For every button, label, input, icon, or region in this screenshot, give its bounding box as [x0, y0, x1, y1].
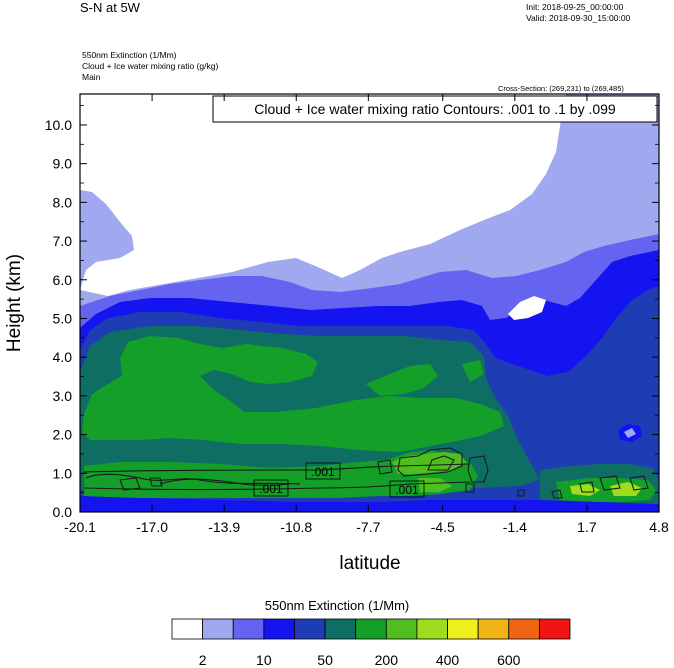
- y-tick-label: 6.0: [53, 272, 73, 288]
- colorbar: 2 10 50 200 400 600: [171, 618, 571, 668]
- colorbar-tick-label: 50: [317, 652, 333, 668]
- heatmap-field: [80, 94, 659, 512]
- y-tick-label: 2.0: [53, 427, 73, 443]
- variable-line-extinction: 550nm Extinction (1/Mm): [82, 50, 177, 60]
- colorbar-tick-label: 600: [497, 652, 521, 668]
- colorbar-swatch: [202, 618, 234, 640]
- y-tick-label: 4.0: [53, 349, 73, 365]
- cross-section-label: Cross-Section: (269,231) to (269,485): [498, 84, 624, 93]
- valid-time: Valid: 2018-09-30_15:00:00: [526, 13, 631, 23]
- colorbar-swatch: [477, 618, 510, 640]
- colorbar-swatch: [385, 618, 418, 640]
- y-tick-label: 1.0: [53, 465, 73, 481]
- x-axis-title: latitude: [339, 553, 400, 574]
- y-tick-label: 7.0: [53, 233, 73, 249]
- contour-labels: .001 .001 .001: [253, 462, 425, 498]
- x-tick-label: -10.8: [280, 519, 312, 535]
- contour-label: .001: [395, 483, 419, 497]
- colorbar-swatch: [324, 618, 357, 640]
- x-tick-label: 1.7: [577, 519, 597, 535]
- colorbar-swatch: [263, 618, 295, 640]
- plot-frame: [79, 93, 660, 513]
- init-time: Init: 2018-09-25_00:00:00: [526, 2, 624, 12]
- x-tick-label: 4.8: [649, 519, 669, 535]
- contour-info-box: [212, 95, 658, 123]
- x-tick-label: -13.9: [208, 519, 240, 535]
- y-tick-label: 3.0: [53, 388, 73, 404]
- variable-line-mixing-ratio: Cloud + Ice water mixing ratio (g/kg): [82, 61, 219, 71]
- y-tick-label: 10.0: [45, 117, 72, 133]
- colorbar-swatch: [171, 618, 204, 640]
- colorbar-swatch: [294, 618, 326, 640]
- y-tick-label: 5.0: [53, 310, 73, 326]
- x-tick-label: -1.4: [503, 519, 527, 535]
- x-tick-label: -17.0: [136, 519, 168, 535]
- y-tick-label: 9.0: [53, 156, 73, 172]
- colorbar-swatch: [416, 618, 448, 640]
- y-tick-label: 8.0: [53, 194, 73, 210]
- contour-info-text: Cloud + Ice water mixing ratio Contours:…: [254, 101, 616, 117]
- y-tick-label: 0.0: [53, 504, 73, 520]
- axes: -20.1 -17.0 -13.9 -10.8 -7.7 -4.5 -1.4 1.7 4.8 0.…: [45, 94, 669, 535]
- colorbar-swatch: [355, 618, 387, 640]
- x-tick-label: -4.5: [431, 519, 455, 535]
- x-tick-label: -7.7: [356, 519, 380, 535]
- colorbar-title: 550nm Extinction (1/Mm): [264, 598, 410, 613]
- colorbar-tick-label: 200: [375, 652, 399, 668]
- x-tick-label: -20.1: [64, 519, 96, 535]
- variable-line-domain: Main: [82, 72, 101, 82]
- plot-title: S-N at 5W: [80, 0, 140, 15]
- contour-label: .001: [311, 465, 335, 479]
- colorbar-swatch: [232, 618, 265, 640]
- colorbar-tick-label: 10: [256, 652, 272, 668]
- y-axis-title: Height (km): [4, 254, 25, 352]
- colorbar-swatch: [508, 618, 540, 640]
- colorbar-swatch: [538, 618, 571, 640]
- colorbar-swatch: [447, 618, 479, 640]
- contour-lines: [83, 447, 649, 499]
- colorbar-tick-label: 400: [436, 652, 460, 668]
- colorbar-tick-label: 2: [199, 652, 207, 668]
- contour-label: .001: [259, 482, 283, 496]
